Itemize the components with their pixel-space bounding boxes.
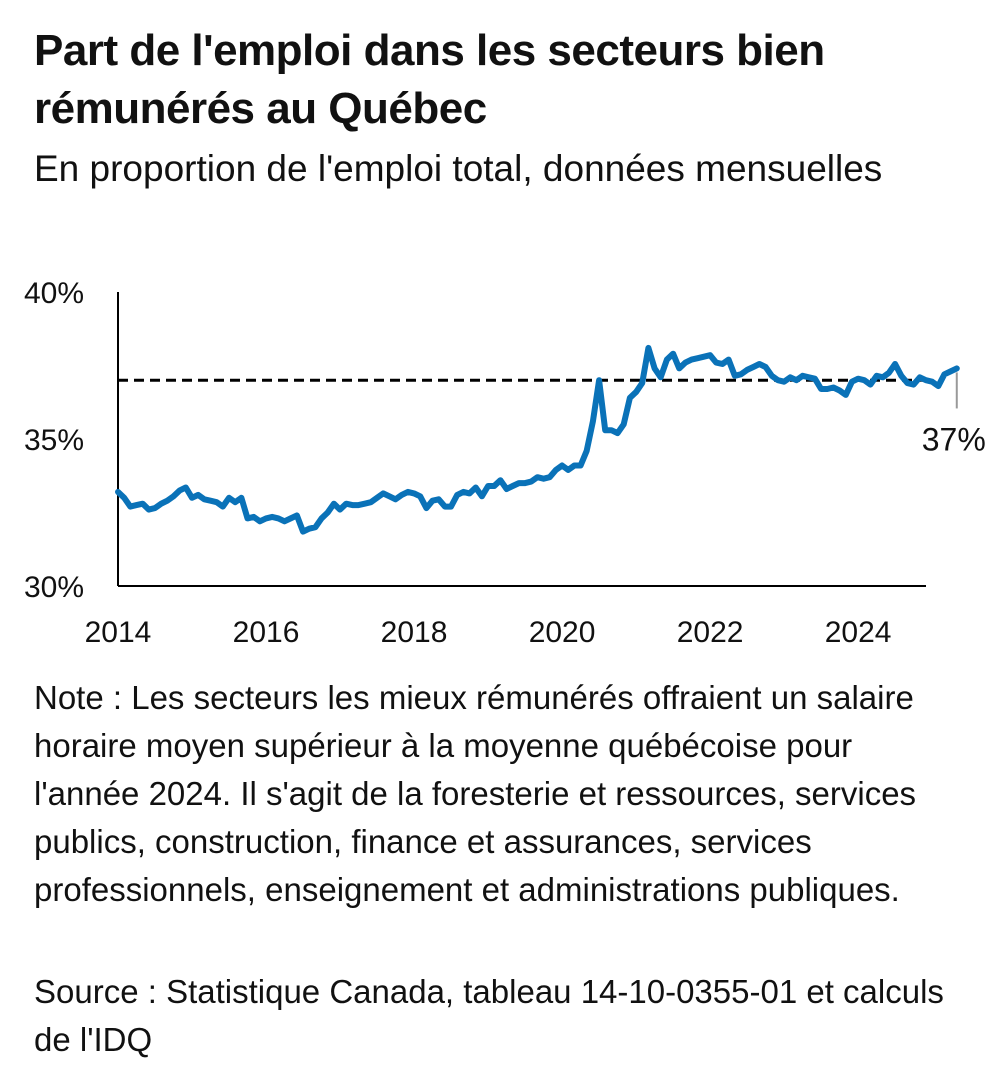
x-axis-ticks: 2014 2016 2018 2020 2022 2024 [85, 616, 892, 649]
x-tick-label: 2018 [381, 616, 448, 649]
x-tick-label: 2016 [233, 616, 300, 649]
y-tick-label: 40% [24, 277, 84, 310]
chart-source: Source : Statistique Canada, tableau 14-… [34, 973, 944, 1058]
series-line [115, 344, 960, 535]
line-chart: 30% 35% 40% 2014 2016 2018 2020 2022 2024 37% [24, 277, 986, 649]
x-tick-label: 2024 [825, 616, 892, 649]
y-tick-label: 30% [24, 571, 84, 604]
end-value-label: 37% [922, 421, 986, 457]
y-tick-label: 35% [24, 424, 84, 457]
x-tick-label: 2020 [529, 616, 596, 649]
y-axis-ticks: 30% 35% 40% [24, 277, 84, 604]
chart-note: Note : Les secteurs les mieux rémunérés … [34, 679, 917, 908]
x-tick-label: 2022 [677, 616, 744, 649]
chart-subtitle: En proportion de l'emploi total, données… [34, 148, 883, 189]
x-tick-label: 2014 [85, 616, 152, 649]
chart-title: Part de l'emploi dans les secteurs bien … [34, 26, 825, 133]
